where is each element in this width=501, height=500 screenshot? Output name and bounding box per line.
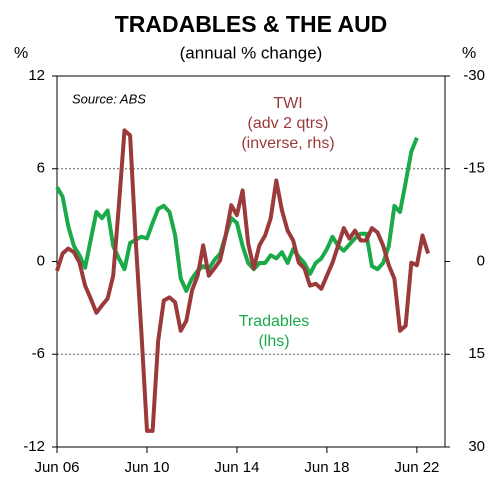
y-tick-label: 12 bbox=[28, 67, 45, 84]
y-tick-label: -12 bbox=[23, 438, 45, 455]
y2-tick-label: 30 bbox=[468, 438, 485, 455]
y2-tick-label: 15 bbox=[468, 345, 485, 362]
y2-axis-label: % bbox=[462, 45, 476, 62]
y2-tick-label: 0 bbox=[477, 252, 485, 269]
y-tick-label: 0 bbox=[37, 252, 45, 269]
y-axis-label: % bbox=[14, 45, 28, 62]
x-tick-label: Jun 22 bbox=[394, 459, 439, 476]
chart-subtitle: (annual % change) bbox=[180, 43, 323, 62]
source-note: Source: ABS bbox=[72, 91, 146, 106]
plot-frame bbox=[56, 75, 446, 448]
annotation: (adv 2 qtrs) bbox=[248, 115, 329, 132]
y-tick-label: -6 bbox=[32, 345, 45, 362]
x-tick-label: Jun 10 bbox=[124, 459, 169, 476]
annotation: TWI bbox=[273, 95, 302, 112]
y2-tick-label: -30 bbox=[463, 67, 485, 84]
x-tick-label: Jun 18 bbox=[304, 459, 349, 476]
y-tick-label: 6 bbox=[37, 160, 45, 177]
x-tick-label: Jun 14 bbox=[214, 459, 259, 476]
y2-tick-label: -15 bbox=[463, 160, 485, 177]
x-tick-label: Jun 06 bbox=[34, 459, 79, 476]
series-line bbox=[55, 128, 431, 433]
annotation: (inverse, rhs) bbox=[241, 135, 334, 152]
annotation: Tradables bbox=[239, 313, 310, 330]
annotation: (lhs) bbox=[258, 333, 289, 350]
chart-title: TRADABLES & THE AUD bbox=[115, 11, 388, 37]
